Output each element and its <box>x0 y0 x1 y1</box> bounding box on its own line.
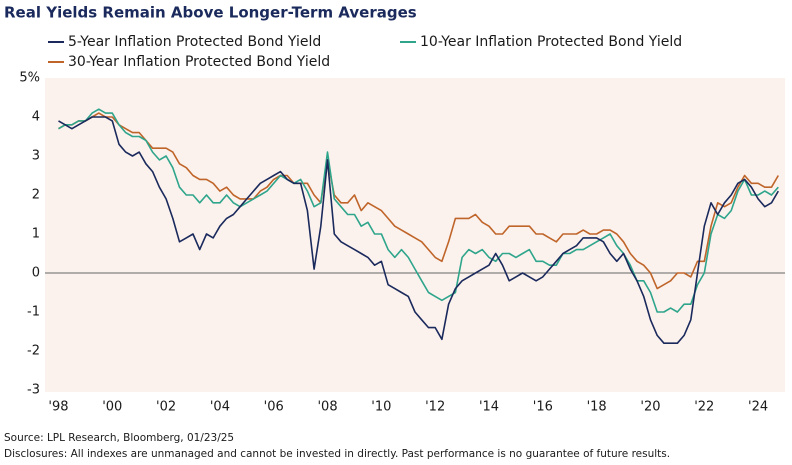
y-tick-label: -3 <box>27 383 40 398</box>
x-tick-label: '00 <box>102 400 122 415</box>
series-line <box>58 108 779 313</box>
x-tick-label: '08 <box>317 400 337 415</box>
x-tick-label: '02 <box>156 400 176 415</box>
x-tick-label: '20 <box>640 400 660 415</box>
series-line <box>58 116 779 344</box>
y-tick-label: -1 <box>27 305 40 320</box>
x-tick-label: '06 <box>264 400 284 415</box>
x-tick-label: '04 <box>210 400 230 415</box>
x-tick-label: '98 <box>48 400 68 415</box>
x-tick-label: '16 <box>533 400 553 415</box>
x-tick-label: '22 <box>694 400 714 415</box>
chart-title: Real Yields Remain Above Longer-Term Ave… <box>4 4 417 22</box>
plot-background <box>45 78 785 392</box>
y-tick-label: -2 <box>27 344 40 359</box>
legend-label: 10-Year Inflation Protected Bond Yield <box>420 34 682 50</box>
x-tick-label: '12 <box>425 400 445 415</box>
y-tick-label: 0 <box>32 266 40 281</box>
x-tick-label: '18 <box>587 400 607 415</box>
y-tick-label: 1 <box>32 227 40 242</box>
y-tick-label: 3 <box>32 149 40 164</box>
x-tick-label: '24 <box>748 400 768 415</box>
series-line <box>58 112 779 290</box>
y-tick-label: 2 <box>32 188 40 203</box>
y-tick-label: 5% <box>19 71 40 86</box>
source-note: Source: LPL Research, Bloomberg, 01/23/2… <box>4 432 234 444</box>
y-tick-label: 4 <box>32 110 40 125</box>
legend-label: 30-Year Inflation Protected Bond Yield <box>68 54 330 70</box>
x-tick-label: '14 <box>479 400 499 415</box>
legend-label: 5-Year Inflation Protected Bond Yield <box>68 34 321 50</box>
disclosure-note: Disclosures: All indexes are unmanaged a… <box>4 448 670 460</box>
x-tick-label: '10 <box>371 400 391 415</box>
